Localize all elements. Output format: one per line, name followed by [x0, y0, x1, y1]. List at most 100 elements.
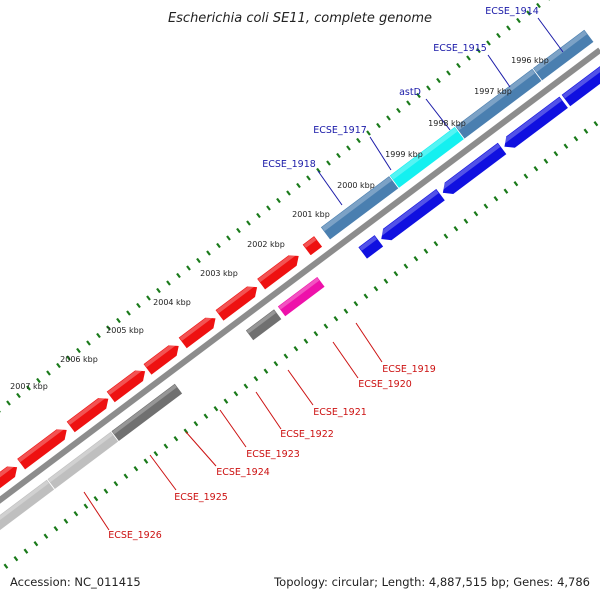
- tick-mark: [196, 257, 201, 264]
- tick-label: 2002 kbp: [247, 240, 285, 249]
- tick-mark: [453, 226, 459, 232]
- tick-mark: [366, 130, 371, 136]
- tick-mark: [463, 218, 469, 224]
- tick-label: 2005 kbp: [106, 326, 144, 335]
- gene-label-reverse[interactable]: ECSE_1921: [313, 407, 367, 418]
- tick-mark: [26, 385, 31, 391]
- gene-feature: [560, 65, 600, 108]
- gene-highlight: [390, 127, 458, 180]
- gene-feature: [105, 369, 147, 404]
- gene-label-forward[interactable]: ECSE_1914: [485, 6, 539, 17]
- gene-feature: [142, 344, 180, 376]
- tick-mark: [506, 25, 511, 31]
- gene-feature: [380, 187, 446, 242]
- tick-mark: [66, 355, 71, 361]
- tick-mark: [63, 518, 69, 524]
- gene-highlight: [107, 366, 144, 395]
- tick-mark: [146, 295, 151, 301]
- labels: 1996 kbp 1997 kbp 1998 kbp 1999 kbp 2000…: [10, 6, 549, 541]
- gene-label-forward[interactable]: ECSE_1918: [262, 159, 316, 170]
- tick-mark: [206, 250, 211, 256]
- tick-label: 2003 kbp: [200, 269, 238, 278]
- gene-label-reverse[interactable]: ECSE_1920: [358, 379, 412, 390]
- tick-mark: [153, 451, 159, 457]
- leader-line: [332, 341, 359, 379]
- tick-mark: [553, 151, 559, 157]
- tick-mark: [53, 526, 59, 532]
- tick-mark: [523, 173, 529, 179]
- gene-highlight: [377, 189, 439, 237]
- gene-feature: [244, 308, 283, 342]
- tick-label: 1999 kbp: [385, 150, 423, 159]
- tick-label: 1997 kbp: [474, 87, 512, 96]
- gene-highlight: [258, 251, 298, 283]
- tick-mark: [46, 370, 51, 376]
- tick-mark: [173, 436, 179, 442]
- gene-highlight: [439, 143, 501, 191]
- leader-line: [287, 369, 314, 406]
- gene-highlight: [303, 237, 317, 248]
- tick-mark: [186, 265, 191, 271]
- gene-feature: [65, 397, 110, 434]
- gene-highlight: [48, 432, 113, 483]
- tick-mark: [106, 325, 111, 331]
- tick-mark: [73, 511, 79, 517]
- tick-mark: [443, 233, 449, 239]
- tick-label: 2006 kbp: [60, 355, 98, 364]
- tick-mark: [423, 248, 429, 254]
- tick-mark: [313, 331, 319, 337]
- tick-mark: [526, 10, 531, 16]
- gene-highlight: [216, 282, 256, 314]
- tick-mark: [143, 458, 149, 464]
- tick-mark: [163, 443, 169, 449]
- tick-mark: [76, 347, 81, 354]
- gene-highlight: [0, 462, 16, 478]
- tick-mark: [573, 136, 579, 142]
- outer-tick-ring: [0, 0, 550, 413]
- gene-label-reverse[interactable]: ECSE_1925: [174, 492, 228, 503]
- tick-mark: [103, 488, 109, 494]
- tick-mark: [406, 100, 411, 106]
- gene-label-reverse[interactable]: ECSE_1923: [246, 449, 300, 460]
- tick-mark: [243, 383, 249, 389]
- gene-label-forward[interactable]: astD: [399, 87, 421, 98]
- tick-mark: [303, 338, 309, 344]
- tick-mark: [403, 263, 409, 269]
- gene-feature: [276, 275, 326, 318]
- tick-mark: [353, 301, 359, 307]
- tick-mark: [516, 17, 521, 24]
- tick-mark: [323, 323, 329, 329]
- tick-mark: [493, 196, 499, 202]
- gene-track: [0, 28, 600, 532]
- gene-label-forward[interactable]: ECSE_1917: [313, 125, 367, 136]
- tick-mark: [466, 55, 471, 61]
- leader-line: [487, 54, 511, 88]
- tick-mark: [3, 563, 9, 569]
- tick-mark: [316, 167, 321, 174]
- gene-label-reverse[interactable]: ECSE_1919: [382, 364, 436, 375]
- leader-line: [537, 17, 564, 53]
- leader-line: [149, 454, 177, 491]
- tick-mark: [283, 353, 289, 359]
- tick-label: 1996 kbp: [511, 56, 549, 65]
- tick-mark: [263, 368, 269, 374]
- gene-label-reverse[interactable]: ECSE_1922: [280, 429, 334, 440]
- gene-label-reverse[interactable]: ECSE_1924: [216, 467, 270, 478]
- tick-mark: [486, 40, 491, 46]
- tick-mark: [346, 145, 351, 151]
- tick-mark: [273, 361, 279, 367]
- tick-label: 2004 kbp: [153, 298, 191, 307]
- gene-label-forward[interactable]: ECSE_1915: [433, 43, 487, 54]
- gene-label-reverse[interactable]: ECSE_1926: [108, 530, 162, 541]
- tick-mark: [446, 70, 451, 76]
- map-title: Escherichia coli SE11, complete genome: [168, 11, 432, 26]
- tick-mark: [246, 220, 251, 226]
- tick-mark: [456, 62, 461, 69]
- gene-highlight: [179, 313, 214, 341]
- tick-mark: [563, 143, 569, 149]
- tick-mark: [123, 473, 129, 479]
- genome-backbone: [0, 47, 600, 504]
- tick-mark: [336, 152, 341, 159]
